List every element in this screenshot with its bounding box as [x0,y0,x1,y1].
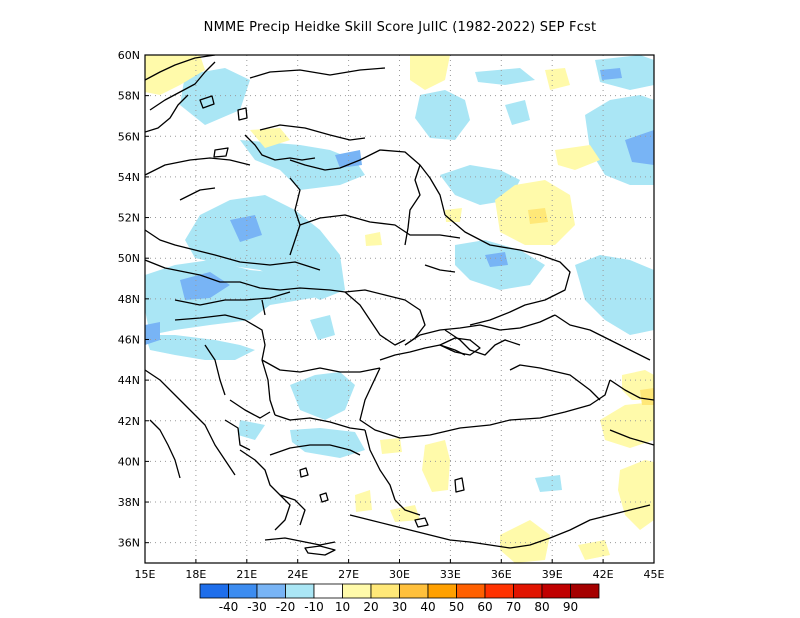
colorbar-swatch [484,583,514,599]
colorbar-label: 50 [449,600,464,614]
lat-label: 56N [118,130,140,143]
colorbar-label: 60 [477,600,492,614]
lat-label: 44N [118,374,140,387]
colorbar-label: 80 [534,600,549,614]
colorbar-label: 20 [363,600,378,614]
colorbar-label: -40 [219,600,239,614]
lon-label: 33E [440,568,461,581]
lon-label: 30E [389,568,410,581]
colorbar-swatch [456,583,486,599]
colorbar-label: -10 [304,600,324,614]
colorbar-label: 40 [420,600,435,614]
colorbar-swatch [427,583,457,599]
lat-label: 40N [118,455,140,468]
lat-label: 38N [118,496,140,509]
lon-label: 18E [185,568,206,581]
lat-label: 54N [118,171,140,184]
colorbar-swatch [570,583,600,599]
lon-label: 21E [236,568,257,581]
colorbar: -40 -30 -20 -10 10 20 30 40 50 60 70 80 90 [199,583,600,614]
skill-score-shading [145,55,654,563]
lat-label: 36N [118,537,140,550]
colorbar-label: -30 [247,600,267,614]
lon-label: 27E [338,568,359,581]
colorbar-swatch [541,583,571,599]
lon-label: 45E [644,568,665,581]
latitude-labels: 60N 58N 56N 54N 52N 50N 48N 46N 44N 42N 40N 38N 36N [118,49,149,550]
colorbar-label: 30 [392,600,407,614]
longitude-labels: 15E 18E 21E 24E 27E 30E 33E 36E 39E 42E 45E [135,559,665,581]
colorbar-swatch [256,583,286,599]
colorbar-swatch [370,583,400,599]
colorbar-label: 90 [563,600,578,614]
colorbar-swatch [313,583,343,599]
colorbar-swatch [342,583,372,599]
colorbar-swatch [399,583,429,599]
lat-label: 52N [118,212,140,225]
colorbar-label: -20 [276,600,296,614]
colorbar-label: 10 [335,600,350,614]
lon-label: 15E [135,568,156,581]
colorbar-label: 70 [506,600,521,614]
map-title: NMME Precip Heidke Skill Score JulIC (19… [203,20,597,35]
lat-label: 58N [118,90,140,103]
lon-label: 42E [593,568,614,581]
lon-label: 39E [542,568,563,581]
lon-label: 24E [287,568,308,581]
lat-label: 48N [118,293,140,306]
lat-label: 60N [118,49,140,62]
lat-label: 46N [118,333,140,346]
lon-label: 36E [491,568,512,581]
colorbar-swatch [228,583,258,599]
colorbar-swatch [285,583,315,599]
colorbar-swatch [513,583,543,599]
colorbar-swatch [199,583,229,599]
coastlines-and-borders [145,55,654,556]
lat-label: 50N [118,252,140,265]
lat-label: 42N [118,415,140,428]
